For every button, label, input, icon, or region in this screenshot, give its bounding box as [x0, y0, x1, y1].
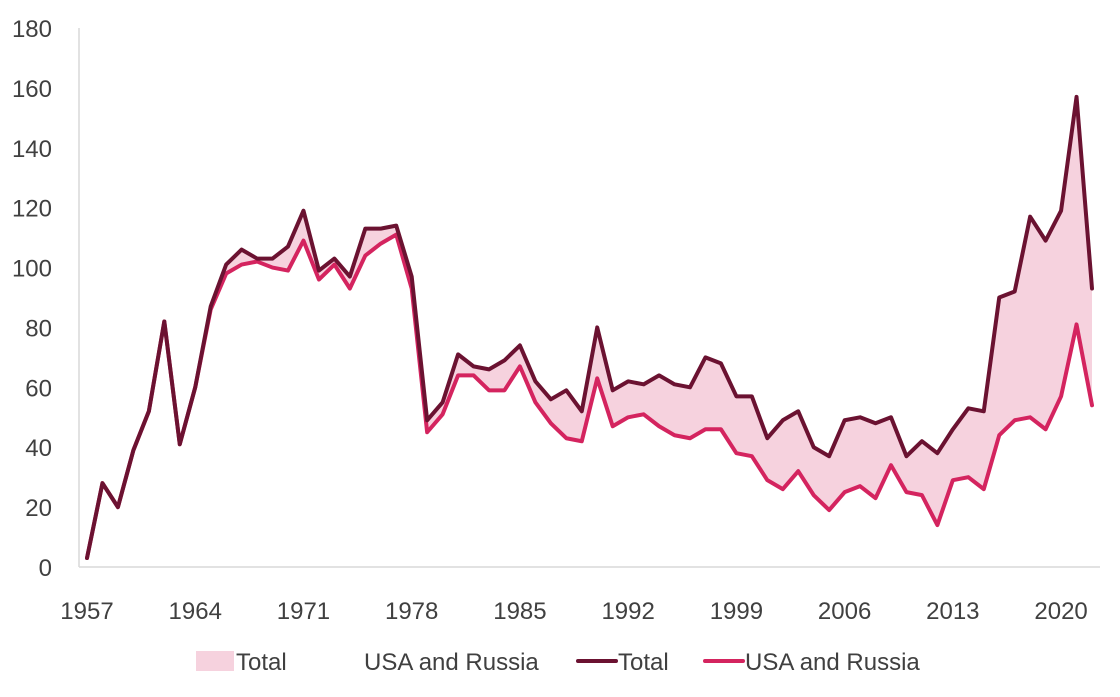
y-tick-label: 40 — [25, 435, 52, 462]
y-tick-label: 20 — [25, 495, 52, 522]
x-tick-label: 1971 — [277, 598, 330, 625]
x-tick-label: 1999 — [710, 598, 763, 625]
total-series-line — [85, 94, 1094, 561]
area-band — [87, 96, 1092, 559]
tick-labels: 0 20 40 60 80 100 120 140 160 180 1957 1964 1971 1978… — [12, 16, 1088, 625]
y-tick-label: 60 — [25, 375, 52, 402]
series-lines — [85, 94, 1094, 561]
legend-item: Total — [196, 649, 287, 676]
legend-label: USA and Russia — [364, 649, 539, 676]
x-tick-label: 1985 — [493, 598, 546, 625]
difference-band — [87, 96, 1092, 559]
usa-russia-series-line — [85, 232, 1094, 561]
x-tick-label: 1978 — [385, 598, 438, 625]
legend-item: USA and Russia — [364, 649, 539, 676]
x-tick-label: 2020 — [1034, 598, 1087, 625]
y-tick-label: 100 — [12, 256, 52, 283]
x-tick-label: 1964 — [169, 598, 222, 625]
y-tick-label: 140 — [12, 136, 52, 163]
x-tick-label: 2006 — [818, 598, 871, 625]
y-tick-label: 160 — [12, 76, 52, 103]
y-tick-label: 0 — [39, 555, 52, 582]
x-tick-label: 1992 — [601, 598, 654, 625]
legend-label: Total — [618, 649, 669, 676]
y-tick-label: 120 — [12, 196, 52, 223]
legend-item: USA and Russia — [703, 649, 920, 676]
x-tick-label: 1957 — [60, 598, 113, 625]
axes — [78, 28, 1100, 568]
legend-item: Total — [576, 649, 669, 676]
legend-label: USA and Russia — [745, 649, 920, 676]
y-tick-label: 180 — [12, 16, 52, 43]
legend: Total USA and Russia Total USA and Russia — [196, 649, 920, 676]
legend-swatch — [196, 651, 234, 671]
legend-label: Total — [236, 649, 287, 676]
x-tick-label: 2013 — [926, 598, 979, 625]
y-tick-label: 80 — [25, 315, 52, 342]
